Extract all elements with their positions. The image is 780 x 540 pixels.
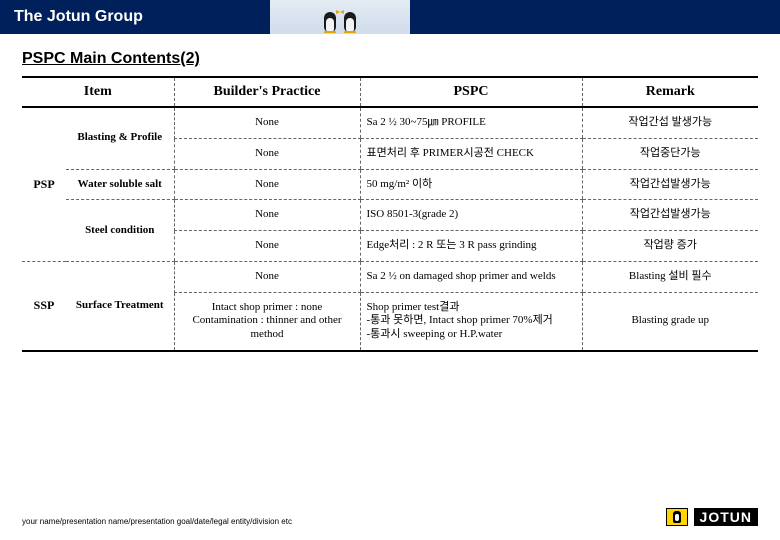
table-header-row: Item Builder's Practice PSPC Remark [22, 77, 758, 107]
cell-remark: 작업중단가능 [582, 138, 758, 169]
cell-remark: 작업간섭발생가능 [582, 200, 758, 231]
cell-remark: Blasting grade up [582, 292, 758, 351]
header-left: The Jotun Group [0, 0, 270, 34]
subitem: Water soluble salt [66, 169, 174, 200]
table-row: SSP Surface Treatment None Sa 2 ½ on dam… [22, 261, 758, 292]
cell-remark: Blasting 설비 필수 [582, 261, 758, 292]
cell-pspc: 표면처리 후 PRIMER시공전 CHECK [360, 138, 582, 169]
col-item: Item [22, 77, 174, 107]
logo-penguin-icon [666, 508, 688, 526]
header: The Jotun Group [0, 0, 780, 34]
table-row: PSP Blasting & Profile None Sa 2 ½ 30~75… [22, 107, 758, 138]
subitem: Surface Treatment [66, 261, 174, 351]
header-penguins [270, 0, 410, 34]
cell-bp: None [174, 231, 360, 262]
cell-pspc: Sa 2 ½ on damaged shop primer and welds [360, 261, 582, 292]
col-bp: Builder's Practice [174, 77, 360, 107]
group-psp: PSP [22, 107, 66, 261]
cell-bp: Intact shop primer : none Contamination … [174, 292, 360, 351]
group-ssp: SSP [22, 261, 66, 351]
table-row: Steel condition None ISO 8501-3(grade 2)… [22, 200, 758, 231]
col-pspc: PSPC [360, 77, 582, 107]
content-table: Item Builder's Practice PSPC Remark PSP … [22, 76, 758, 352]
cell-remark: 작업간섭발생가능 [582, 169, 758, 200]
cell-pspc: ISO 8501-3(grade 2) [360, 200, 582, 231]
subitem: Steel condition [66, 200, 174, 262]
cell-pspc: 50 mg/m² 이하 [360, 169, 582, 200]
cell-remark: 작업량 증가 [582, 231, 758, 262]
cell-bp: None [174, 138, 360, 169]
cell-pspc: Edge처리 : 2 R 또는 3 R pass grinding [360, 231, 582, 262]
header-right [410, 0, 780, 34]
cell-pspc: Sa 2 ½ 30~75㎛ PROFILE [360, 107, 582, 138]
jotun-logo: JOTUN [666, 508, 758, 526]
cell-bp: None [174, 169, 360, 200]
penguin-icon [341, 4, 359, 32]
cell-remark: 작업간섭 발생가능 [582, 107, 758, 138]
cell-pspc: Shop primer test결과 -통과 못하면, Intact shop … [360, 292, 582, 351]
col-remark: Remark [582, 77, 758, 107]
logo-text: JOTUN [694, 508, 758, 526]
company-name: The Jotun Group [14, 8, 143, 26]
cell-bp: None [174, 200, 360, 231]
penguin-icon [321, 4, 339, 32]
cell-bp: None [174, 261, 360, 292]
subitem: Blasting & Profile [66, 107, 174, 169]
cell-bp: None [174, 107, 360, 138]
slide-subtitle: PSPC Main Contents(2) [22, 50, 780, 68]
footer-text: your name/presentation name/presentation… [22, 517, 292, 526]
footer: your name/presentation name/presentation… [22, 508, 758, 526]
table-row: Water soluble salt None 50 mg/m² 이하 작업간섭… [22, 169, 758, 200]
